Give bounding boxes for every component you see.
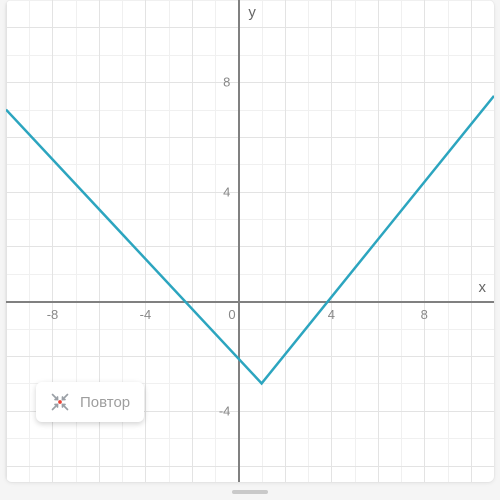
- chart-panel: -8-4480-448yx Повтор: [6, 0, 494, 482]
- drag-handle[interactable]: [232, 490, 268, 494]
- repeat-button-label: Повтор: [80, 394, 130, 411]
- repeat-button[interactable]: Повтор: [36, 382, 144, 422]
- focus-center-icon: [50, 392, 70, 412]
